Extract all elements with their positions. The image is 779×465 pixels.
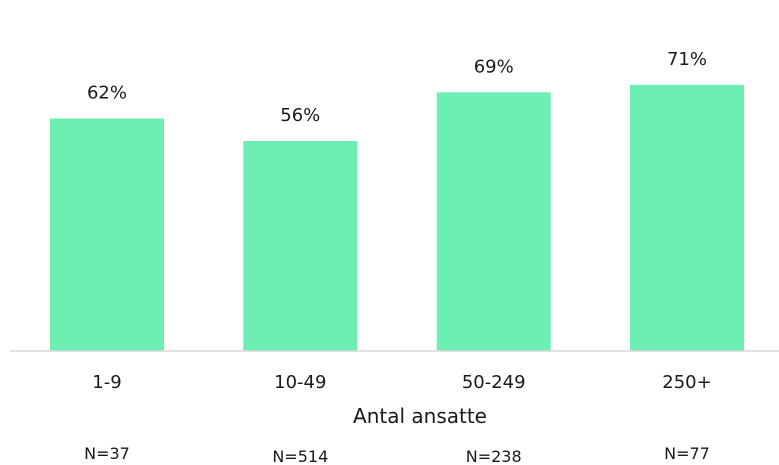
bar-1-9: [50, 118, 164, 351]
x-tick-label-50-249: 50-249: [462, 372, 526, 393]
x-tick-label-250+: 250+: [662, 372, 711, 393]
sample-size-label-50-249: N=238: [466, 447, 522, 465]
labels-layer: 62% 1-9 56% 10-49 69% 50-249 71% 250+: [87, 49, 712, 393]
sample-size-label-250+: N=77: [664, 444, 710, 463]
x-tick-label-10-49: 10-49: [274, 372, 326, 393]
data-label-250+: 71%: [667, 49, 707, 70]
x-axis-title: Antal ansatte: [353, 404, 487, 428]
bar-10-49: [243, 141, 358, 351]
sample-size-label-10-49: N=514: [272, 447, 328, 465]
bars-layer: [50, 84, 744, 352]
x-tick-label-1-9: 1-9: [92, 372, 121, 393]
bar-50-249: [436, 92, 551, 352]
data-label-1-9: 62%: [87, 83, 127, 104]
data-label-10-49: 56%: [280, 105, 320, 126]
bar-250+: [630, 84, 744, 352]
sample-size-layer: N=37 N=514 N=238 N=77: [84, 444, 710, 465]
data-label-50-249: 69%: [474, 56, 514, 77]
sample-size-label-1-9: N=37: [84, 444, 130, 463]
